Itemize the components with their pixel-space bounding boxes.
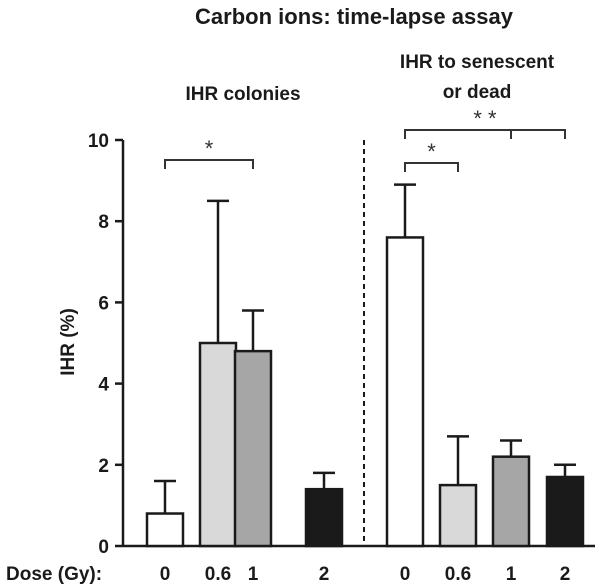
- x-tick-label: 2: [560, 564, 571, 585]
- panel-2-label-line-2: or dead: [443, 82, 512, 103]
- y-tick-label: 6: [98, 293, 109, 314]
- significance-bracket: [164, 159, 254, 169]
- bar: [438, 483, 478, 548]
- x-tick-label: 0: [160, 564, 171, 585]
- y-axis-label: IHR (%): [58, 308, 79, 376]
- panel-1-label: IHR colonies: [185, 84, 300, 105]
- y-tick-label: 0: [98, 537, 109, 558]
- bar: [385, 236, 425, 548]
- bar: [545, 475, 585, 548]
- plot-area: 0 2 4 6 8 10 0 0.6 1 2 * 0 0.6 1 2 * * *: [88, 106, 595, 585]
- chart-title: Carbon ions: time-lapse assay: [195, 4, 514, 29]
- x-tick-label: 0: [400, 564, 411, 585]
- significance-bracket: [404, 129, 566, 139]
- significance-label: *: [205, 136, 214, 161]
- y-tick-label: 8: [98, 212, 109, 233]
- bar: [198, 341, 238, 548]
- y-tick-label: 4: [98, 375, 109, 396]
- panel-2-label-line-1: IHR to senescent: [400, 52, 555, 73]
- bar: [304, 487, 344, 548]
- bar: [491, 455, 531, 548]
- y-tick-label: 10: [88, 131, 109, 152]
- significance-bracket: [404, 162, 459, 172]
- x-tick-label: 1: [248, 564, 259, 585]
- bar: [145, 512, 185, 548]
- x-tick-label: 2: [319, 564, 330, 585]
- x-tick-label: 0.6: [445, 564, 471, 585]
- x-tick-label: 1: [506, 564, 517, 585]
- bar: [233, 349, 273, 548]
- y-tick-label: 2: [98, 456, 109, 477]
- significance-label: *: [427, 139, 436, 164]
- x-tick-label: 0.6: [205, 564, 231, 585]
- significance-label: * *: [473, 106, 497, 131]
- x-axis-label: Dose (Gy):: [6, 564, 102, 585]
